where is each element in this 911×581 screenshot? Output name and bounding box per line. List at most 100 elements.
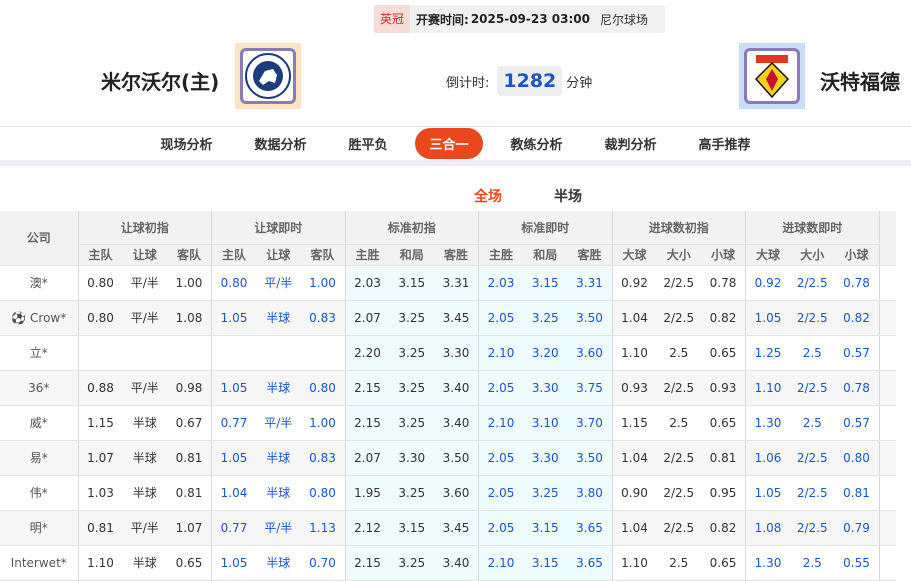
odds-cell xyxy=(122,335,167,371)
extra-column-cell xyxy=(878,440,896,476)
league-badge[interactable]: 英冠 xyxy=(374,5,411,33)
odds-cell: 1.08 xyxy=(745,510,790,546)
table-row[interactable]: 36* 0.88 平/半 0.98 1.05 半球 0.80 2.15 3.25 3.40 2.05… xyxy=(0,370,896,406)
odds-cell: 2.5 xyxy=(790,335,835,371)
table-row[interactable]: 威* 1.15 半球 0.67 0.77 平/半 1.00 2.15 3.25 3.40 2.10 3… xyxy=(0,405,896,441)
odds-cell: 1.10 xyxy=(611,545,657,581)
odds-cell xyxy=(167,335,212,371)
main-nav: 现场分析 数据分析 胜平负 三合一 教练分析 裁判分析 高手推荐 xyxy=(0,126,911,166)
odds-cell: 1.05 xyxy=(211,300,256,336)
odds-cell: 2/2.5 xyxy=(656,265,701,301)
nav-coach-analysis[interactable]: 教练分析 xyxy=(510,138,563,153)
odds-cell: 3.30 xyxy=(389,440,434,476)
odds-cell: 平/半 xyxy=(122,300,167,336)
odds-cell: 0.78 xyxy=(834,265,879,301)
odds-cell: 0.80 xyxy=(300,475,345,511)
odds-cell xyxy=(77,335,123,371)
tab-half-time[interactable]: 半场 xyxy=(554,189,582,205)
company-name: 澳* xyxy=(0,265,78,301)
company-label: Crow* xyxy=(30,310,67,325)
away-team-name[interactable]: 沃特福德 xyxy=(820,70,900,94)
odds-cell: 1.10 xyxy=(745,370,790,406)
odds-cell: 平/半 xyxy=(256,510,301,546)
odds-cell: 2.05 xyxy=(478,510,523,546)
home-team-name[interactable]: 米尔沃尔(主) xyxy=(101,70,220,94)
table-row[interactable]: Interwet* 1.10 半球 0.65 1.05 半球 0.70 2.15 3.25 3.4… xyxy=(0,545,896,581)
table-row[interactable]: 澳* 0.80 平/半 1.00 0.80 平/半 1.00 2.03 3.15 3.31 2.03… xyxy=(0,265,896,301)
column-header: 主胜 xyxy=(344,244,390,266)
odds-cell: 0.80 xyxy=(834,440,879,476)
odds-cell: 3.30 xyxy=(434,335,479,371)
countdown-unit: 分钟 xyxy=(566,75,593,91)
odds-cell: 0.82 xyxy=(701,300,746,336)
countdown-value: 1282 xyxy=(497,66,563,96)
odds-cell: 1.04 xyxy=(611,510,657,546)
column-header: 主队 xyxy=(211,244,256,266)
column-header: 客队 xyxy=(300,244,345,266)
company-name: 威* xyxy=(0,405,78,441)
odds-cell: 0.65 xyxy=(701,405,746,441)
company-name: 明* xyxy=(0,510,78,546)
odds-table: 公司 让球初指 让球即时 标准初指 标准即时 进球数初指 进球数即时 主队 让球客… xyxy=(0,211,896,581)
home-team-logo[interactable] xyxy=(235,43,301,109)
extra-column-cell xyxy=(878,370,896,406)
odds-cell: 1.05 xyxy=(745,475,790,511)
odds-cell xyxy=(211,335,256,371)
company-name: 立* xyxy=(0,335,78,371)
odds-cell: 0.83 xyxy=(300,440,345,476)
odds-cell: 3.31 xyxy=(567,265,612,301)
nav-expert-picks[interactable]: 高手推荐 xyxy=(698,138,751,153)
odds-cell: 3.25 xyxy=(389,405,434,441)
odds-cell: 3.40 xyxy=(434,370,479,406)
extra-column-cell xyxy=(878,335,896,371)
odds-cell: 3.65 xyxy=(567,545,612,581)
column-header: 大球 xyxy=(745,244,790,266)
odds-cell: 2.05 xyxy=(478,475,523,511)
odds-cell: 1.00 xyxy=(167,265,212,301)
odds-cell: 3.60 xyxy=(567,335,612,371)
odds-cell: 2.03 xyxy=(478,265,523,301)
table-row[interactable]: 明* 0.81 平/半 1.07 0.77 平/半 1.13 2.12 3.15 3.45 2.05… xyxy=(0,510,896,546)
nav-win-draw-loss[interactable]: 胜平负 xyxy=(348,138,388,153)
extra-column-cell xyxy=(878,300,896,336)
odds-cell: 2.10 xyxy=(478,405,523,441)
group-header: 进球数即时 xyxy=(745,211,879,245)
tab-full-time[interactable]: 全场 xyxy=(466,186,510,214)
company-label: 36* xyxy=(28,380,50,395)
odds-cell: 0.70 xyxy=(300,545,345,581)
odds-cell: 1.04 xyxy=(611,300,657,336)
odds-cell: 半球 xyxy=(122,440,167,476)
odds-cell: 半球 xyxy=(122,545,167,581)
column-header: 主胜 xyxy=(478,244,523,266)
odds-cell: 半球 xyxy=(256,440,301,476)
venue: 尼尔球场 xyxy=(599,12,648,27)
odds-cell: 1.05 xyxy=(211,545,256,581)
column-header: 大小 xyxy=(790,244,835,266)
odds-cell: 2/2.5 xyxy=(790,265,835,301)
nav-referee-analysis[interactable]: 裁判分析 xyxy=(604,138,657,153)
odds-cell: 0.78 xyxy=(834,370,879,406)
company-name: 36* xyxy=(0,370,78,406)
odds-cell: 0.92 xyxy=(745,265,790,301)
odds-cell: 0.98 xyxy=(167,370,212,406)
odds-cell: 0.92 xyxy=(611,265,657,301)
column-header: 客队 xyxy=(167,244,212,266)
nav-data-analysis[interactable]: 数据分析 xyxy=(254,138,307,153)
odds-cell: 2/2.5 xyxy=(656,510,701,546)
table-row[interactable]: 易* 1.07 半球 0.81 1.05 半球 0.83 2.07 3.30 3.50 2.05 3.… xyxy=(0,440,896,476)
table-row[interactable]: 立* 2.20 3.25 3.30 2.10 3.20 3.60 1.10 2.5 0.65 1.2… xyxy=(0,335,896,371)
odds-cell: 0.93 xyxy=(701,370,746,406)
nav-onsite-analysis[interactable]: 现场分析 xyxy=(160,138,213,153)
odds-cell: 1.08 xyxy=(167,300,212,336)
odds-cell: 1.00 xyxy=(300,405,345,441)
company-name: ⚽ Crow* xyxy=(0,300,78,336)
nav-three-in-one[interactable]: 三合一 xyxy=(415,128,483,159)
odds-cell: 2.20 xyxy=(344,335,390,371)
odds-cell: 3.15 xyxy=(389,510,434,546)
away-team-logo[interactable] xyxy=(739,43,805,109)
odds-cell: 半球 xyxy=(122,405,167,441)
odds-cell: 1.15 xyxy=(77,405,123,441)
table-row[interactable]: ⚽ Crow* 0.80 平/半 1.08 1.05 半球 0.83 2.07 3.25 3.45… xyxy=(0,300,896,336)
table-row[interactable]: 伟* 1.03 半球 0.81 1.04 半球 0.80 1.95 3.25 3.60 2.05 3.… xyxy=(0,475,896,511)
odds-cell: 3.25 xyxy=(523,475,568,511)
